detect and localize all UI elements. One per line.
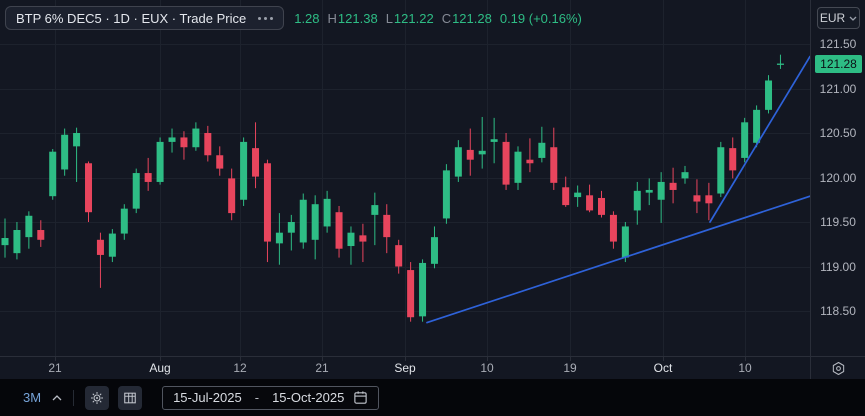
price-axis-label: 119.00	[820, 259, 856, 274]
currency-label: EUR	[819, 11, 846, 25]
price-axis-label: 120.00	[819, 170, 857, 185]
time-axis[interactable]: 21 Aug 12 21 Sep 10 19 Oct 10	[0, 356, 810, 379]
price-axis-label: 121.50	[819, 37, 857, 51]
ohlc-readout: 1.28 H 121.38 L 121.22 C 121.28 0.19 (+0.16…	[293, 11, 582, 26]
time-axis-label: 21	[48, 361, 62, 375]
time-axis-tick	[663, 357, 664, 361]
time-axis-tick	[570, 357, 571, 361]
time-axis-tick	[745, 357, 746, 361]
date-from: 15-Jul-2025	[173, 390, 242, 405]
gear-icon	[91, 391, 104, 404]
data-table-button[interactable]	[118, 385, 143, 410]
time-axis-label: Sep	[394, 361, 416, 375]
symbol-title: BTP 6% DEC5 · 1D · EUX · Trade Price	[16, 10, 247, 26]
ohlc-close: C 121.28	[441, 10, 492, 26]
chart-settings-button[interactable]	[85, 385, 110, 410]
time-axis-tick	[160, 357, 161, 361]
date-to: 15-Oct-2025	[272, 390, 345, 405]
gear-hex-icon	[832, 361, 844, 375]
time-axis-label: Oct	[653, 361, 673, 375]
toolbar-divider	[73, 389, 75, 406]
ohlc-low: L 121.22	[385, 10, 434, 26]
currency-selector[interactable]: EUR	[817, 7, 860, 29]
chart-legend: BTP 6% DEC5 · 1D · EUX · Trade Price 1.2…	[5, 6, 582, 30]
time-axis-tick	[405, 357, 406, 361]
price-axis[interactable]: EUR 121.28 121.50 121.00 120.50 120.00 119.5…	[810, 0, 865, 356]
time-axis-label: 21	[315, 361, 329, 375]
price-axis-label: 121.00	[819, 81, 857, 96]
time-axis-tick	[487, 357, 488, 361]
symbol-pill[interactable]: BTP 6% DEC5 · 1D · EUX · Trade Price	[5, 6, 285, 30]
price-change: 0.19 (+0.16%)	[499, 10, 582, 26]
time-axis-tick	[55, 357, 56, 361]
chevron-up-icon	[52, 394, 62, 400]
price-axis-label: 118.50	[820, 304, 856, 318]
time-axis-label: 12	[233, 361, 247, 375]
chart-area: BTP 6% DEC5 · 1D · EUX · Trade Price 1.2…	[0, 0, 810, 356]
time-axis-tick	[322, 357, 323, 361]
price-axis-label: 119.50	[820, 215, 856, 229]
time-axis-label: 10	[480, 361, 494, 375]
date-range-picker[interactable]: 15-Jul-2025 - 15-Oct-2025	[162, 385, 380, 410]
timeframe-button[interactable]: 3M	[23, 390, 62, 405]
time-axis-label: 10	[738, 361, 752, 375]
time-axis-label: Aug	[149, 361, 171, 375]
timeframe-label: 3M	[23, 390, 42, 405]
time-axis-tick	[240, 357, 241, 361]
bottom-toolbar: 3M	[0, 379, 865, 416]
table-icon	[124, 392, 136, 403]
candlestick-chart[interactable]	[0, 0, 810, 356]
price-scale-settings[interactable]	[810, 356, 865, 379]
date-separator: -	[254, 390, 260, 405]
chevron-down-icon	[849, 16, 857, 21]
more-options-icon[interactable]	[258, 16, 274, 20]
time-axis-label: 19	[563, 361, 577, 375]
price-axis-label: 120.50	[819, 126, 857, 140]
ohlc-high: H 121.38	[327, 10, 378, 26]
last-price-badge: 121.28	[815, 54, 862, 73]
calendar-icon[interactable]	[353, 390, 368, 405]
ohlc-open: 1.28	[294, 10, 320, 26]
